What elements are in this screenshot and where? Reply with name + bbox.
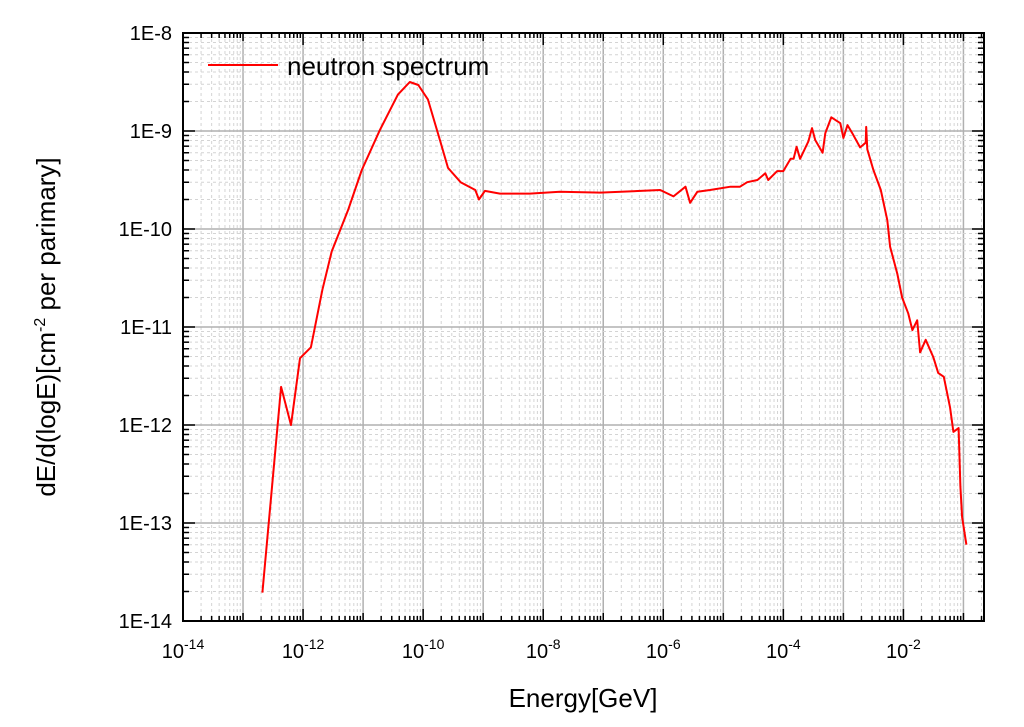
x-tick-label-base: 10 xyxy=(402,641,424,663)
x-tick-label-base: 10 xyxy=(766,641,788,663)
x-tick-label-exponent: -12 xyxy=(304,636,324,652)
x-tick-label-exponent: -4 xyxy=(788,636,801,652)
x-axis-title: Energy[GeV] xyxy=(509,683,658,713)
neutron-spectrum-line xyxy=(261,81,968,593)
x-tick-label: 10-2 xyxy=(886,636,921,663)
y-axis-title-main: dE/d(logE)[cm xyxy=(31,332,61,497)
y-axis-title-rest: per parimary] xyxy=(31,157,61,317)
x-tick-label-exponent: -6 xyxy=(668,636,681,652)
x-tick-label: 10-4 xyxy=(766,636,801,663)
x-tick-label-base: 10 xyxy=(646,641,668,663)
y-tick-label: 1E-10 xyxy=(119,219,172,241)
x-tick-label: 10-14 xyxy=(162,636,205,663)
legend-label: neutron spectrum xyxy=(287,51,489,81)
y-tick-label: 1E-8 xyxy=(130,23,172,45)
x-tick-label-base: 10 xyxy=(282,641,304,663)
y-tick-label: 1E-12 xyxy=(119,415,172,437)
x-tick-label-exponent: -10 xyxy=(424,636,444,652)
x-tick-label-exponent: -14 xyxy=(184,636,204,652)
x-tick-labels: 10-14 10-12 10-10 10-8 10-6 10-4 10-2 xyxy=(162,636,921,663)
x-tick-label: 10-6 xyxy=(646,636,681,663)
x-tick-label-base: 10 xyxy=(162,641,184,663)
x-tick-label-base: 10 xyxy=(886,641,908,663)
x-tick-label: 10-8 xyxy=(526,636,561,663)
y-tick-label: 1E-13 xyxy=(119,513,172,535)
x-tick-label: 10-10 xyxy=(402,636,445,663)
x-tick-label: 10-12 xyxy=(282,636,325,663)
y-axis-title: dE/d(logE)[cm-2 per parimary] xyxy=(31,157,61,496)
legend: neutron spectrum xyxy=(208,51,489,81)
series-layer xyxy=(261,81,968,593)
grid xyxy=(182,32,984,622)
x-tick-label-exponent: -8 xyxy=(548,636,561,652)
y-tick-label: 1E-14 xyxy=(119,611,172,633)
x-tick-label-base: 10 xyxy=(526,641,548,663)
x-tick-label-exponent: -2 xyxy=(908,636,921,652)
y-axis-title-exponent: -2 xyxy=(32,318,49,332)
y-tick-label: 1E-11 xyxy=(120,317,172,339)
y-tick-label: 1E-9 xyxy=(130,121,172,143)
y-tick-labels: 1E-14 1E-13 1E-12 1E-11 1E-10 1E-9 1E-8 xyxy=(119,23,172,633)
plot-frame xyxy=(182,32,985,622)
